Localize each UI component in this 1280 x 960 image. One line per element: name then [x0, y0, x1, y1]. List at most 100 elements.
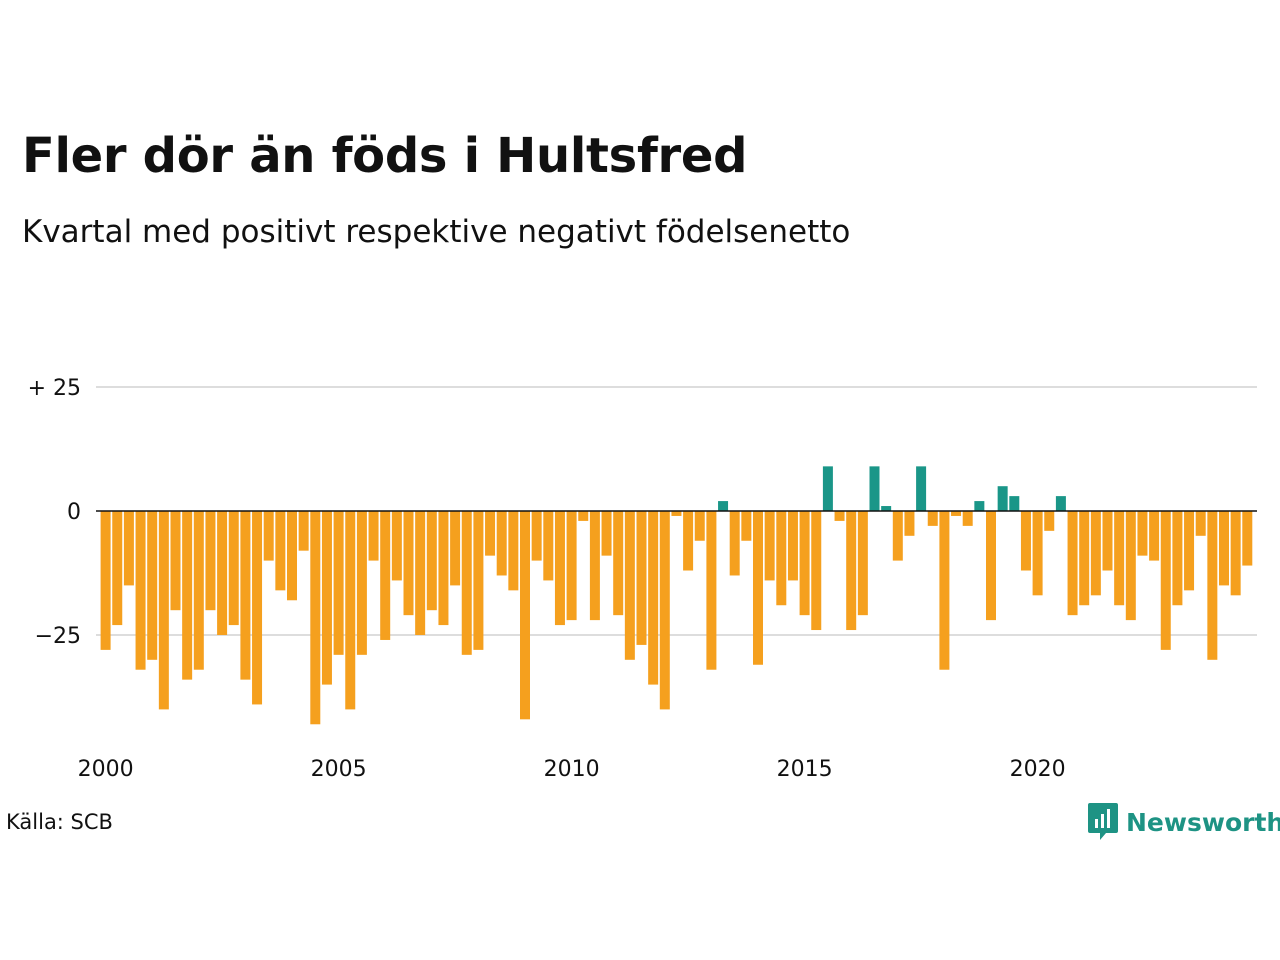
bar-positive: [916, 466, 927, 511]
bar-negative: [275, 511, 286, 591]
bar-negative: [566, 511, 577, 621]
bar-negative: [217, 511, 228, 635]
bar-negative: [298, 511, 309, 551]
bar-negative: [147, 511, 158, 660]
newsworthy-brand-name: Newsworthy: [1126, 807, 1280, 837]
bar-negative: [403, 511, 414, 616]
bar-negative: [624, 511, 635, 660]
bar-negative: [205, 511, 216, 611]
bar-negative: [531, 511, 542, 561]
bar-negative: [100, 511, 111, 650]
bar-negative: [857, 511, 868, 616]
bar-negative: [846, 511, 857, 631]
x-tick-label: 2020: [1010, 757, 1066, 782]
bar-negative: [1149, 511, 1160, 561]
bar-negative: [415, 511, 426, 635]
x-tick-label: 2005: [311, 757, 367, 782]
bar-negative: [834, 511, 845, 521]
bar-negative: [356, 511, 367, 655]
newsworthy-logo-icon: [1088, 803, 1118, 840]
bar-negative: [694, 511, 705, 541]
bar-negative: [741, 511, 752, 541]
chart-title: Fler dör än föds i Hultsfred: [22, 128, 748, 184]
bar-negative: [321, 511, 332, 685]
bar-positive: [881, 506, 892, 511]
bar-negative: [962, 511, 973, 526]
bar-negative: [1242, 511, 1253, 566]
bar-negative: [310, 511, 321, 725]
bar-negative: [193, 511, 204, 670]
bar-negative: [1207, 511, 1218, 660]
bar-negative: [729, 511, 740, 576]
bar-negative: [659, 511, 670, 710]
bar-negative: [753, 511, 763, 665]
bar-negative: [1020, 511, 1031, 571]
bar-negative: [543, 511, 554, 581]
bar-negative: [158, 511, 169, 710]
bar-negative: [520, 511, 530, 720]
bar-negative: [927, 511, 938, 526]
bar-negative: [228, 511, 239, 626]
bar-negative: [473, 511, 484, 650]
bar-negative: [1114, 511, 1125, 606]
x-tick-label: 2015: [777, 757, 833, 782]
bar-negative: [683, 511, 694, 571]
y-tick-label: + 25: [28, 376, 81, 401]
newsworthy-logo[interactable]: Newsworthy: [1088, 803, 1280, 841]
bar-negative: [986, 511, 996, 621]
bar-negative: [252, 511, 263, 705]
bar-negative: [123, 511, 134, 586]
bar-negative: [380, 511, 391, 640]
y-tick-label: 0: [67, 500, 81, 525]
bar-negative: [1125, 511, 1136, 621]
bar-negative: [345, 511, 356, 710]
bar-negative: [287, 511, 297, 601]
bar-negative: [1184, 511, 1195, 591]
bar-positive: [869, 466, 880, 511]
bar-negative: [1172, 511, 1183, 606]
y-tick-label: −25: [35, 624, 81, 649]
bar-negative: [1102, 511, 1113, 571]
x-tick-label: 2000: [78, 757, 134, 782]
bar-negative: [112, 511, 123, 626]
bar-negative: [554, 511, 565, 626]
bar-positive: [1009, 496, 1020, 511]
bar-negative: [1160, 511, 1171, 650]
chart-subtitle: Kvartal med positivt respektive negativt…: [22, 214, 851, 250]
bar-negative: [776, 511, 787, 606]
bar-negative: [613, 511, 624, 616]
bar-positive: [997, 486, 1008, 511]
bar-negative: [426, 511, 437, 611]
bar-negative: [1044, 511, 1055, 531]
bar-positive: [718, 501, 729, 511]
bar-negative: [811, 511, 822, 631]
bar-negative: [601, 511, 612, 556]
bar-negative: [182, 511, 193, 680]
bar-negative: [671, 511, 682, 516]
bar-positive: [822, 466, 833, 511]
bar-negative: [1090, 511, 1101, 596]
bar-negative: [787, 511, 798, 581]
bar-negative: [391, 511, 402, 581]
bar-negative: [368, 511, 379, 561]
bar-negative: [485, 511, 496, 556]
bar-positive: [974, 501, 985, 511]
bar-negative: [1219, 511, 1229, 586]
x-tick-label: 2010: [544, 757, 600, 782]
bar-negative: [706, 511, 717, 670]
bar-negative: [1230, 511, 1241, 596]
bar-negative: [438, 511, 449, 626]
bar-negative: [263, 511, 274, 561]
bar-negative: [508, 511, 519, 591]
bar-negative: [764, 511, 775, 581]
bar-negative: [135, 511, 146, 670]
bar-negative: [904, 511, 915, 536]
bar-negative: [1195, 511, 1206, 536]
bar-negative: [892, 511, 903, 561]
bar-negative: [461, 511, 472, 655]
bar-negative: [648, 511, 659, 685]
bar-negative: [1032, 511, 1043, 596]
bar-negative: [1079, 511, 1090, 606]
bar-negative: [333, 511, 344, 655]
bar-negative: [589, 511, 600, 621]
